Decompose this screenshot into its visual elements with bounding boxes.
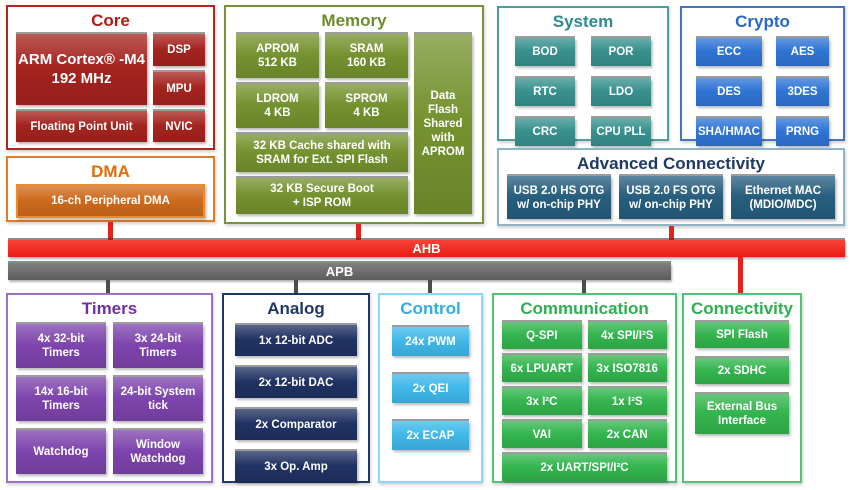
- 16bit-timers-block: 14x 16-bit Timers: [16, 377, 106, 422]
- op-amp-block: 3x Op. Amp: [235, 451, 357, 483]
- connector-apb-analog: [294, 280, 298, 293]
- connector-apb-control: [428, 280, 432, 293]
- connector-apb-communication: [582, 280, 586, 293]
- sprom-block: SPROM 4 KB: [325, 84, 408, 129]
- data-flash-block: Data Flash Shared with APROM: [414, 34, 472, 215]
- dsp-block: DSP: [153, 34, 205, 67]
- crypto-section-title: Crypto: [735, 12, 790, 31]
- connector-apb-timers: [106, 280, 110, 293]
- timers-section: Timers 4x 32-bit Timers 3x 24-bit Timers…: [6, 293, 213, 483]
- sha-hmac-block: SHA/HMAC: [696, 118, 762, 147]
- dma-section-title: DMA: [91, 162, 130, 181]
- advanced-connectivity-blocks: USB 2.0 HS OTG w/ on-chip PHY USB 2.0 FS…: [499, 174, 843, 220]
- memory-section-title: Memory: [321, 11, 387, 30]
- aes-block: AES: [775, 38, 829, 67]
- external-bus-interface-block: External Bus Interface: [695, 394, 789, 435]
- ahb-bus-label: AHB: [412, 241, 441, 256]
- connector-advconn-ahb: [669, 226, 674, 240]
- memory-section: Memory APROM 512 KB SRAM 160 KB Data Fla…: [224, 5, 484, 224]
- ldo-block: LDO: [591, 78, 651, 107]
- control-section: Control 24x PWM 2x QEI 2x ECAP: [378, 293, 483, 483]
- crypto-section: Crypto ECC AES DES 3DES SHA/HMAC PRNG: [680, 6, 845, 147]
- advanced-connectivity-section: Advanced Connectivity USB 2.0 HS OTG w/ …: [497, 148, 845, 226]
- adc-block: 1x 12-bit ADC: [235, 325, 357, 357]
- spi-flash-block: SPI Flash: [695, 322, 789, 349]
- can-block: 2x CAN: [587, 421, 667, 449]
- core-section: Core ARM Cortex® -M4 192 MHz DSP MPU Flo…: [6, 5, 215, 150]
- sram-block: SRAM 160 KB: [325, 34, 408, 79]
- control-blocks: 24x PWM 2x QEI 2x ECAP: [380, 319, 481, 451]
- core-blocks: ARM Cortex® -M4 192 MHz DSP MPU Floating…: [8, 31, 213, 143]
- timers-section-title: Timers: [81, 299, 138, 318]
- ahb-bus-bar: AHB: [8, 240, 845, 257]
- crc-block: CRC: [515, 118, 575, 147]
- nvic-block: NVIC: [153, 111, 205, 143]
- comparator-block: 2x Comparator: [235, 409, 357, 441]
- dac-block: 2x 12-bit DAC: [235, 367, 357, 399]
- 3des-block: 3DES: [775, 78, 829, 107]
- system-section-title: System: [552, 12, 614, 31]
- watchdog-block: Watchdog: [16, 430, 106, 475]
- arm-cortex-m4-block: ARM Cortex® -M4 192 MHz: [16, 34, 147, 106]
- secure-boot-rom-block: 32 KB Secure Boot + ISP ROM: [236, 178, 408, 215]
- qspi-block: Q-SPI: [502, 322, 582, 350]
- 32bit-timers-block: 4x 32-bit Timers: [16, 324, 106, 369]
- prng-block: PRNG: [775, 118, 829, 147]
- ethernet-mac-block: Ethernet MAC (MDIO/MDC): [731, 176, 835, 220]
- connectivity-blocks: SPI Flash 2x SDHC External Bus Interface: [684, 319, 800, 435]
- 24bit-timers-block: 3x 24-bit Timers: [113, 324, 203, 369]
- apb-bus-bar: APB: [8, 263, 671, 280]
- connectivity-section-title: Connectivity: [690, 299, 794, 318]
- control-section-title: Control: [400, 299, 461, 318]
- i2c-block: 3x I²C: [502, 388, 582, 416]
- ecap-block: 2x ECAP: [392, 421, 469, 451]
- connector-ahb-connectivity: [738, 257, 743, 293]
- analog-section-title: Analog: [267, 299, 325, 318]
- qei-block: 2x QEI: [392, 374, 469, 404]
- system-section: System BOD POR RTC LDO CRC CPU PLL: [497, 6, 669, 147]
- mpu-block: MPU: [153, 72, 205, 106]
- iso7816-block: 3x ISO7816: [587, 355, 667, 383]
- i2s-block: 1x I²S: [587, 388, 667, 416]
- des-block: DES: [696, 78, 762, 107]
- cpu-pll-block: CPU PLL: [591, 118, 651, 147]
- apb-bus-label: APB: [325, 264, 354, 279]
- crypto-blocks: ECC AES DES 3DES SHA/HMAC PRNG: [682, 32, 843, 147]
- sdhc-block: 2x SDHC: [695, 358, 789, 385]
- window-watchdog-block: Window Watchdog: [113, 430, 203, 475]
- connectivity-section: Connectivity SPI Flash 2x SDHC External …: [682, 293, 802, 483]
- dma-section: DMA 16-ch Peripheral DMA: [6, 156, 215, 222]
- communication-section: Communication Q-SPI 4x SPI/I²S 6x LPUART…: [492, 293, 677, 483]
- ecc-block: ECC: [696, 38, 762, 67]
- memory-blocks: APROM 512 KB SRAM 160 KB Data Flash Shar…: [226, 31, 482, 215]
- system-blocks: BOD POR RTC LDO CRC CPU PLL: [499, 32, 667, 147]
- advanced-connectivity-title: Advanced Connectivity: [577, 154, 765, 173]
- analog-section: Analog 1x 12-bit ADC 2x 12-bit DAC 2x Co…: [222, 293, 370, 483]
- core-section-title: Core: [91, 11, 130, 30]
- communication-blocks: Q-SPI 4x SPI/I²S 6x LPUART 3x ISO7816 3x…: [494, 319, 675, 482]
- connector-dma-ahb: [108, 222, 113, 240]
- uart-spi-i2c-block: 2x UART/SPI/I²C: [502, 454, 667, 482]
- ldrom-block: LDROM 4 KB: [236, 84, 319, 129]
- vai-block: VAI: [502, 421, 582, 449]
- analog-blocks: 1x 12-bit ADC 2x 12-bit DAC 2x Comparato…: [224, 319, 368, 483]
- connector-memory-ahb: [356, 224, 361, 240]
- dma-blocks: 16-ch Peripheral DMA: [8, 182, 213, 219]
- cache-block: 32 KB Cache shared with SRAM for Ext. SP…: [236, 134, 408, 173]
- peripheral-dma-block: 16-ch Peripheral DMA: [16, 184, 205, 219]
- lpuart-block: 6x LPUART: [502, 355, 582, 383]
- spi-i2s-block: 4x SPI/I²S: [587, 322, 667, 350]
- communication-section-title: Communication: [520, 299, 649, 318]
- bod-block: BOD: [515, 38, 575, 67]
- por-block: POR: [591, 38, 651, 67]
- usb-hs-otg-block: USB 2.0 HS OTG w/ on-chip PHY: [507, 176, 611, 220]
- usb-fs-otg-block: USB 2.0 FS OTG w/ on-chip PHY: [619, 176, 723, 220]
- floating-point-unit-block: Floating Point Unit: [16, 111, 147, 143]
- rtc-block: RTC: [515, 78, 575, 107]
- timers-blocks: 4x 32-bit Timers 3x 24-bit Timers 14x 16…: [8, 319, 211, 475]
- pwm-block: 24x PWM: [392, 327, 469, 357]
- system-tick-block: 24-bit System tick: [113, 377, 203, 422]
- aprom-block: APROM 512 KB: [236, 34, 319, 79]
